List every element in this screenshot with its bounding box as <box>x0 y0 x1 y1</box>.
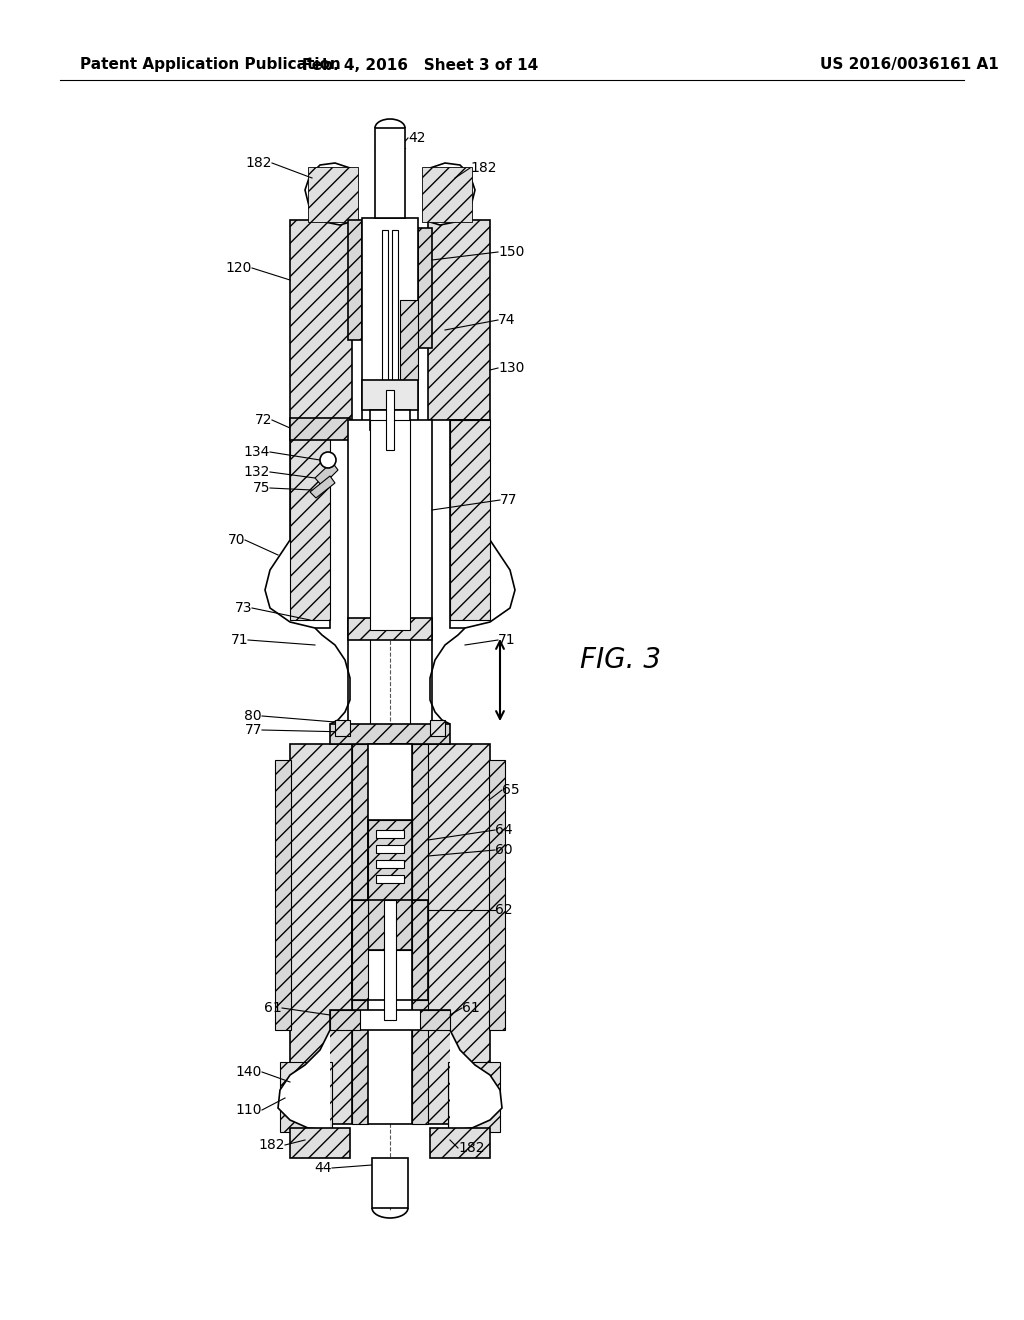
Bar <box>376 875 404 883</box>
Bar <box>290 220 352 420</box>
Bar <box>428 744 490 1125</box>
Bar <box>362 380 418 411</box>
Bar <box>280 1063 332 1133</box>
Text: 134: 134 <box>244 445 270 459</box>
Text: 140: 140 <box>236 1065 262 1078</box>
Bar <box>430 719 445 737</box>
Bar <box>449 1063 500 1133</box>
Polygon shape <box>278 1030 330 1130</box>
Text: 182: 182 <box>246 156 272 170</box>
Bar <box>275 760 291 1030</box>
Bar <box>352 900 368 1001</box>
Text: 44: 44 <box>314 1162 332 1175</box>
Bar <box>370 411 410 430</box>
Text: 71: 71 <box>498 634 516 647</box>
Text: 80: 80 <box>245 709 262 723</box>
Text: 60: 60 <box>495 843 513 857</box>
Bar <box>362 218 418 428</box>
Bar <box>382 230 388 389</box>
Polygon shape <box>425 162 475 224</box>
Text: 71: 71 <box>230 634 248 647</box>
Polygon shape <box>265 420 330 628</box>
Text: 61: 61 <box>264 1001 282 1015</box>
Bar <box>376 845 404 853</box>
Bar <box>335 719 350 737</box>
Bar <box>348 220 362 341</box>
Bar <box>420 1010 450 1030</box>
Text: US 2016/0036161 A1: US 2016/0036161 A1 <box>820 58 998 73</box>
Bar <box>330 1010 360 1030</box>
Bar <box>372 1158 408 1208</box>
Bar <box>330 1010 450 1030</box>
Bar <box>290 418 350 440</box>
Bar <box>400 300 418 380</box>
Bar <box>376 830 404 838</box>
Bar <box>368 744 412 1125</box>
Bar <box>308 168 358 222</box>
Polygon shape <box>430 628 465 723</box>
Bar <box>290 420 330 620</box>
Text: 75: 75 <box>253 480 270 495</box>
Polygon shape <box>305 162 355 224</box>
Bar <box>384 900 396 1020</box>
Text: 73: 73 <box>234 601 252 615</box>
Bar <box>352 744 368 1125</box>
Text: 64: 64 <box>495 822 513 837</box>
Text: Patent Application Publication: Patent Application Publication <box>80 58 341 73</box>
Bar <box>368 820 412 950</box>
Polygon shape <box>450 1030 502 1130</box>
Text: 72: 72 <box>255 413 272 426</box>
Text: 74: 74 <box>498 313 515 327</box>
Bar <box>352 900 428 1001</box>
Circle shape <box>319 451 336 469</box>
Polygon shape <box>315 628 350 723</box>
Bar <box>428 220 490 420</box>
Polygon shape <box>310 477 335 498</box>
Text: 182: 182 <box>470 161 497 176</box>
Bar <box>386 389 394 450</box>
Text: 70: 70 <box>227 533 245 546</box>
Text: 150: 150 <box>498 246 524 259</box>
Text: 77: 77 <box>245 723 262 737</box>
Bar <box>290 744 352 1125</box>
Bar <box>450 420 490 620</box>
Bar <box>489 760 505 1030</box>
Bar <box>430 1129 490 1158</box>
Text: 130: 130 <box>498 360 524 375</box>
Bar <box>348 420 432 630</box>
Text: 120: 120 <box>225 261 252 275</box>
Text: Feb. 4, 2016   Sheet 3 of 14: Feb. 4, 2016 Sheet 3 of 14 <box>302 58 539 73</box>
Text: FIG. 3: FIG. 3 <box>580 645 662 675</box>
Bar <box>392 230 398 389</box>
Bar <box>330 723 450 744</box>
Bar <box>412 744 428 1125</box>
Bar <box>368 820 412 950</box>
Text: 65: 65 <box>502 783 519 797</box>
Text: 182: 182 <box>458 1140 484 1155</box>
Bar <box>375 128 406 218</box>
Text: 42: 42 <box>408 131 426 145</box>
Polygon shape <box>315 462 338 486</box>
Bar <box>376 861 404 869</box>
Bar <box>422 168 472 222</box>
Bar <box>290 1129 350 1158</box>
Bar <box>370 420 410 630</box>
Text: 77: 77 <box>500 492 517 507</box>
Text: 110: 110 <box>236 1104 262 1117</box>
Text: 182: 182 <box>258 1138 285 1152</box>
Text: 61: 61 <box>462 1001 480 1015</box>
Polygon shape <box>450 420 515 628</box>
Bar <box>412 900 428 1001</box>
Bar <box>348 618 432 640</box>
Bar <box>418 228 432 348</box>
Text: 62: 62 <box>495 903 513 917</box>
Text: 132: 132 <box>244 465 270 479</box>
